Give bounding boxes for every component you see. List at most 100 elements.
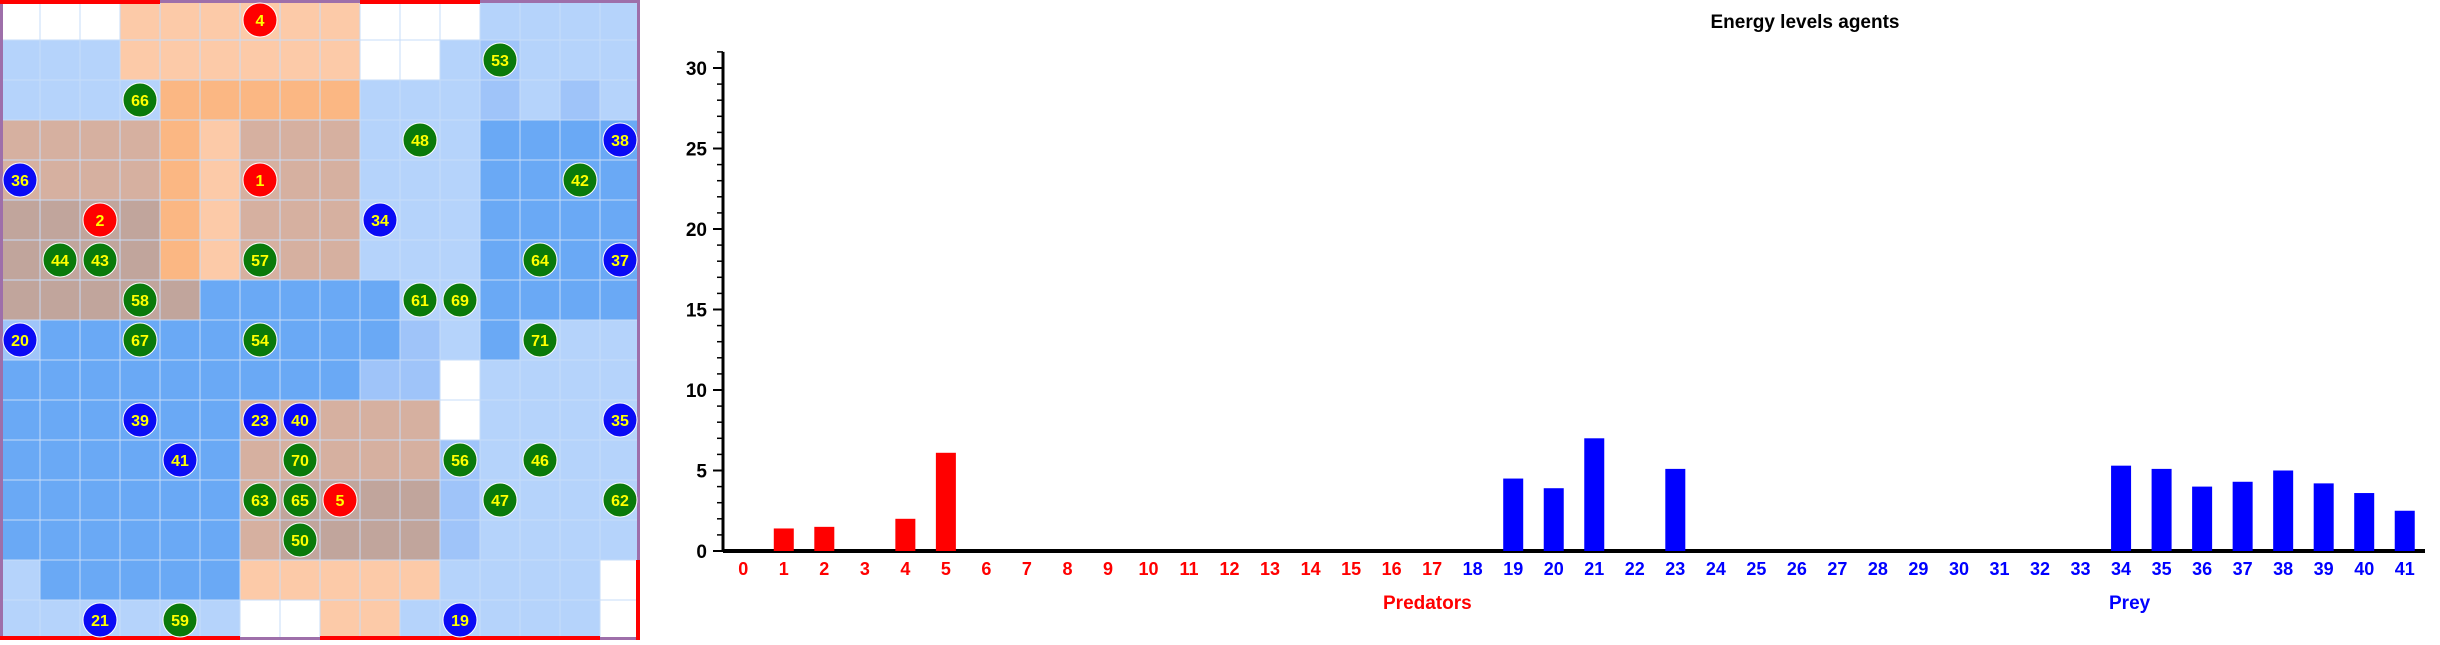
grid-cell: [39, 279, 81, 321]
prey-agent: 21: [82, 602, 118, 638]
grid-cell: [279, 279, 321, 321]
grid-cell: [159, 559, 201, 601]
grid-cell: [79, 519, 121, 561]
edge-markers: [0, 0, 640, 640]
prey-agent: 47: [482, 482, 518, 518]
predator-agent: 5: [322, 482, 358, 518]
grid-cell: [79, 559, 121, 601]
grid-cell: [239, 199, 281, 241]
prey-agent: 38: [602, 122, 638, 158]
grid-cell: [359, 279, 401, 321]
grid-cell: [159, 39, 201, 81]
grid-cell: [79, 159, 121, 201]
agent-marker: [282, 442, 318, 478]
grid-cell: [199, 199, 241, 241]
agent-id-label: 71: [531, 333, 549, 350]
grid-cell: [39, 79, 81, 121]
agent-marker: [362, 202, 398, 238]
agent-marker: [2, 162, 38, 198]
agent-marker: [482, 42, 518, 78]
grid-cell: [0, 559, 41, 601]
grid-cell: [319, 399, 361, 441]
grid-cell: [199, 119, 241, 161]
grid-cell: [519, 199, 561, 241]
grid-cell: [439, 39, 481, 81]
grid-cell: [319, 239, 361, 281]
agent-marker: [242, 322, 278, 358]
grid-cell: [159, 279, 201, 321]
grid-cell: [599, 159, 641, 201]
agent-id-label: 64: [531, 253, 549, 270]
agent-id-label: 19: [451, 613, 469, 630]
grid-cell: [239, 279, 281, 321]
agent-marker: [122, 282, 158, 318]
grid-cell: [319, 0, 361, 41]
grid-cell: [599, 359, 641, 401]
prey-bar: [2313, 483, 2334, 551]
grid-cell: [239, 79, 281, 121]
grid-cell: [39, 559, 81, 601]
predator-agent: 1: [242, 162, 278, 198]
grid-cell: [519, 159, 561, 201]
agent-id-label: 65: [291, 493, 309, 510]
x-tick-label: 19: [1503, 559, 1523, 579]
agent-id-label: 57: [251, 253, 269, 270]
prey-bar: [1543, 488, 1564, 551]
grid-cell: [319, 359, 361, 401]
x-tick-label: 12: [1220, 559, 1240, 579]
grid-cell: [559, 439, 601, 481]
grid-cell: [279, 159, 321, 201]
grid-cell: [159, 519, 201, 561]
grid-cell: [359, 399, 401, 441]
x-tick-label: 22: [1625, 559, 1645, 579]
grid-cell: [159, 159, 201, 201]
grid-cell: [279, 199, 321, 241]
prey-agent: 23: [242, 402, 278, 438]
prey-agent: 40: [282, 402, 318, 438]
grid-cell: [79, 279, 121, 321]
grid-cell: [239, 439, 281, 481]
grid-cell: [399, 0, 441, 41]
agent-id-label: 62: [611, 493, 629, 510]
grid-cell: [119, 439, 161, 481]
agent-marker: [82, 202, 118, 238]
grid-cell: [159, 399, 201, 441]
grid-cell: [239, 119, 281, 161]
prey-agent: 37: [602, 242, 638, 278]
grid-cell: [479, 279, 521, 321]
grid-cell: [119, 0, 161, 41]
x-tick-label: 1: [779, 559, 789, 579]
x-tick-label: 36: [2192, 559, 2212, 579]
legend-prey: Prey: [2109, 593, 2151, 614]
x-tick-label: 7: [1022, 559, 1032, 579]
grid-cell: [599, 439, 641, 481]
grid-cell: [0, 279, 41, 321]
agent-id-label: 69: [451, 293, 469, 310]
prey-bar: [2192, 486, 2213, 551]
grid-cell: [439, 559, 481, 601]
grid-cell: [519, 119, 561, 161]
grid-cell: [0, 199, 41, 241]
agent-marker: [602, 122, 638, 158]
agent-id-label: 44: [51, 253, 69, 270]
grid-cell: [519, 39, 561, 81]
grid-cell: [119, 159, 161, 201]
grid-cell: [199, 159, 241, 201]
x-tick-label: 27: [1827, 559, 1847, 579]
grid-cell: [319, 39, 361, 81]
grid-cell: [559, 39, 601, 81]
x-tick-label: 20: [1544, 559, 1564, 579]
prey-agent: 70: [282, 442, 318, 478]
y-tick-label: 20: [686, 220, 707, 241]
agent-id-label: 21: [91, 613, 109, 630]
agent-marker: [82, 242, 118, 278]
grid-cell: [279, 0, 321, 41]
x-axis: 0 1 2 3 4 5 6 7 8 9 10 11 12 13 14 15 16 17 18 19 20 21 22 23 24…: [723, 549, 2425, 579]
grid-cell: [559, 279, 601, 321]
grid-cell: [479, 79, 521, 121]
prey-bar: [2232, 481, 2253, 551]
grid-cell: [559, 359, 601, 401]
grid-cell: [319, 279, 361, 321]
grid-cell: [599, 39, 641, 81]
x-tick-label: 18: [1463, 559, 1483, 579]
